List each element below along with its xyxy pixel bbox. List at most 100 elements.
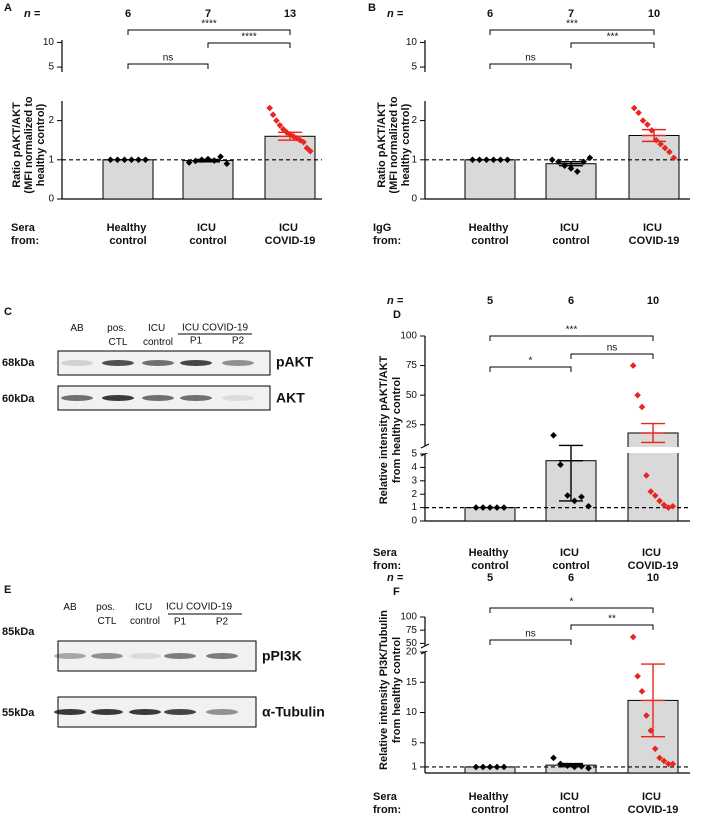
lane-label: ICU control: [143, 323, 173, 348]
significance-label: ns: [607, 343, 618, 354]
significance-label: ***: [607, 32, 619, 43]
error-bar: [196, 158, 220, 163]
lane-label: P2: [216, 617, 229, 628]
y-axis-label: Ratio pAKT/AKT: [11, 102, 23, 188]
n-label: n =: [387, 295, 404, 307]
size-label: 68kDa: [2, 357, 35, 369]
data-point: [269, 111, 277, 119]
y-tick-label: 1: [411, 502, 417, 513]
data-point: [500, 504, 508, 511]
y-tick-label: 50: [406, 638, 418, 649]
significance-label: ****: [201, 19, 217, 30]
axis-break: [420, 643, 430, 649]
lane-group-label: ICU COVID-19: [182, 323, 249, 334]
axis-break-gap: [426, 447, 691, 453]
y-axis-label: (MFI normalized to: [388, 96, 400, 193]
size-label: 85kDa: [2, 626, 35, 638]
x-axis-label: from:: [373, 235, 401, 247]
panel-label: E: [4, 584, 11, 596]
n-value: 7: [568, 8, 574, 20]
bar: [628, 134, 680, 200]
significance-bracket: [489, 29, 655, 35]
significance-label: ****: [241, 32, 257, 43]
data-point: [472, 763, 480, 771]
n-label: n =: [24, 8, 41, 20]
data-point: [472, 504, 480, 511]
protein-label: pPI3K: [262, 648, 302, 664]
significance-bracket: [489, 366, 572, 372]
data-point: [657, 140, 664, 148]
significance-bracket: [570, 42, 655, 48]
data-point: [629, 633, 637, 641]
data-point: [651, 745, 659, 753]
lane-label: AB: [70, 323, 84, 334]
y-axis-label: (MFI normalized to: [23, 96, 35, 193]
significance-bracket: [207, 42, 291, 48]
error-bar: [559, 444, 583, 502]
x-tick-label: ICU control: [552, 791, 589, 816]
data-point: [578, 493, 585, 501]
y-tick-label: 20: [406, 647, 418, 658]
error-bar: [278, 131, 302, 141]
data-point: [660, 501, 668, 509]
x-tick-label: ICU COVID-19: [628, 547, 679, 572]
blot-band: [54, 709, 86, 715]
n-label: n =: [387, 572, 404, 584]
lane-label: P1: [174, 617, 187, 628]
data-point: [665, 760, 672, 768]
significance-bracket: [127, 29, 291, 35]
blot-band: [206, 653, 238, 659]
blot-band: [61, 360, 93, 366]
n-value: 7: [205, 8, 211, 20]
y-tick-label: 10: [43, 37, 55, 48]
y-tick-label: 0: [48, 194, 54, 205]
y-tick-label: 10: [406, 37, 418, 48]
x-axis-label: from:: [11, 235, 39, 247]
x-axis-label: from:: [373, 560, 401, 572]
significance-label: **: [608, 614, 616, 625]
data-point: [666, 148, 673, 156]
n-value: 13: [284, 8, 296, 20]
y-tick-label: 2: [411, 115, 417, 126]
bar: [182, 160, 234, 200]
error-bar: [642, 128, 666, 143]
bar: [464, 159, 516, 200]
significance-label: *: [529, 356, 533, 367]
data-point: [557, 461, 564, 469]
n-value: 5: [487, 572, 493, 584]
data-point: [500, 763, 508, 771]
blot-band: [129, 709, 161, 715]
n-label: n =: [387, 8, 404, 20]
n-value: 10: [647, 295, 659, 307]
y-axis-label: from healthy control: [391, 637, 403, 743]
y-tick-label: 0: [411, 194, 417, 205]
significance-label: ***: [566, 19, 578, 30]
data-point: [276, 122, 284, 129]
data-point: [651, 492, 659, 499]
data-point: [629, 362, 637, 369]
data-point: [585, 764, 592, 772]
blot-band: [142, 395, 174, 401]
significance-bracket: [489, 63, 572, 69]
data-point: [643, 472, 650, 479]
blot-band: [54, 653, 86, 659]
y-tick-label: 0: [411, 516, 417, 527]
size-label: 60kDa: [2, 393, 35, 405]
y-tick-label: 75: [406, 625, 418, 636]
data-point: [107, 156, 114, 164]
significance-bracket: [127, 63, 209, 69]
data-point: [643, 712, 650, 719]
n-value: 10: [648, 8, 660, 20]
y-axis-label: Ratio pAKT/AKT: [376, 102, 388, 188]
y-tick-label: 2: [411, 489, 417, 500]
data-point: [638, 403, 646, 411]
y-tick-label: 2: [48, 115, 54, 126]
data-point: [469, 156, 476, 164]
x-axis-label: Sera: [11, 222, 36, 234]
y-tick-label: 50: [406, 390, 418, 401]
x-axis-label: IgG: [373, 222, 391, 234]
lane-label: AB: [63, 602, 77, 613]
data-point: [586, 154, 594, 162]
